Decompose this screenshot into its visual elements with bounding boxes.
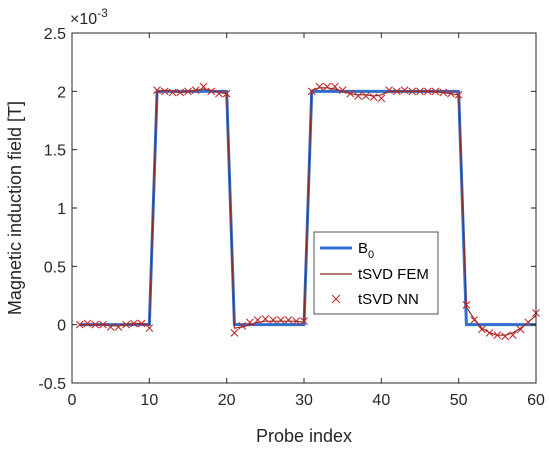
x-tick-label: 60 [527, 392, 545, 409]
y-tick-label: 1 [57, 201, 66, 218]
data-point-tsvd-nn [516, 325, 525, 334]
data-point-tsvd-nn [129, 319, 138, 328]
data-point-tsvd-nn [485, 328, 494, 337]
data-point-tsvd-nn [447, 89, 455, 98]
y-tick-label: 2.5 [44, 26, 66, 43]
data-point-tsvd-nn [331, 82, 339, 91]
data-point-tsvd-nn [222, 89, 231, 98]
data-point-tsvd-nn [338, 86, 347, 95]
x-axis-label: Probe index [256, 426, 352, 446]
data-point-tsvd-nn [416, 87, 424, 96]
data-point-tsvd-nn [508, 331, 517, 340]
data-point-tsvd-nn [114, 323, 123, 331]
data-point-tsvd-nn [354, 92, 363, 100]
data-point-tsvd-nn [315, 82, 324, 91]
data-point-tsvd-nn [253, 316, 262, 324]
y-tick-label: 0.5 [44, 259, 66, 276]
y-tick-label: 0 [57, 318, 66, 335]
data-point-tsvd-nn [400, 86, 409, 95]
y-tick-label: 2 [57, 84, 66, 101]
data-point-tsvd-nn [199, 82, 208, 91]
data-point-tsvd-nn [361, 92, 370, 100]
x-tick-label: 40 [372, 392, 390, 409]
plot-area [72, 33, 536, 383]
data-point-tsvd-nn [377, 94, 386, 103]
data-point-tsvd-nn [454, 90, 463, 99]
data-point-tsvd-nn [238, 321, 247, 330]
x-tick-label: 20 [218, 392, 236, 409]
x-tick-label: 30 [295, 392, 313, 409]
legend: B0 tSVD FEM tSVD NN [313, 231, 439, 315]
x-tick-label: 0 [68, 392, 77, 409]
data-point-tsvd-nn [261, 314, 270, 323]
data-point-tsvd-nn [207, 87, 216, 96]
legend-label-b0-sub: 0 [368, 249, 374, 261]
data-point-tsvd-nn [122, 320, 131, 329]
legend-label-tsvd-fem: tSVD FEM [358, 266, 429, 283]
data-point-tsvd-nn [408, 87, 417, 96]
data-point-tsvd-nn [191, 86, 200, 95]
data-point-tsvd-nn [392, 87, 401, 96]
data-point-tsvd-nn [137, 319, 146, 328]
series-line-tsvd-fem [79, 87, 537, 336]
data-point-tsvd-nn [75, 320, 84, 329]
data-point-tsvd-nn [470, 316, 479, 324]
data-point-tsvd-nn [493, 331, 502, 340]
ticks-layer [71, 32, 537, 384]
data-point-tsvd-nn [431, 87, 440, 96]
data-point-tsvd-nn [276, 316, 285, 324]
series-markers-tsvd-nn [75, 82, 540, 341]
x-tick-label: 10 [140, 392, 158, 409]
data-point-tsvd-nn [106, 323, 115, 331]
legend-swatch-tsvd-nn [331, 294, 341, 304]
data-point-tsvd-nn [462, 300, 471, 309]
data-point-tsvd-nn [292, 317, 301, 326]
x-tick-label: 50 [450, 392, 468, 409]
data-point-tsvd-nn [439, 88, 448, 97]
data-point-tsvd-nn [346, 89, 355, 98]
legend-label-b0: B0 [358, 240, 374, 261]
y-tick-label: -0.5 [38, 376, 66, 393]
data-point-tsvd-nn [245, 318, 254, 327]
y-exponent-label: ×10-3 [70, 6, 108, 28]
data-point-tsvd-nn [215, 89, 223, 98]
data-point-tsvd-nn [385, 86, 393, 95]
y-tick-labels: -0.5 0 0.5 1 1.5 2 2.5 [38, 26, 66, 393]
data-point-tsvd-nn [176, 88, 185, 97]
legend-label-b0-name: B [358, 240, 368, 257]
y-exponent-base: ×10 [70, 11, 97, 28]
data-point-tsvd-nn [423, 87, 432, 96]
data-point-tsvd-nn [369, 93, 378, 102]
data-point-tsvd-nn [168, 88, 177, 97]
data-point-tsvd-nn [269, 316, 277, 324]
data-point-tsvd-nn [300, 317, 308, 326]
series-layer [75, 82, 540, 341]
y-axis-label: Magnetic induction field [T] [5, 101, 25, 315]
data-point-tsvd-nn [307, 87, 316, 96]
x-tick-labels: 0 10 20 30 40 50 60 [68, 392, 545, 409]
y-tick-label: 1.5 [44, 143, 66, 160]
data-point-tsvd-nn [524, 318, 533, 327]
data-point-tsvd-nn [230, 328, 239, 337]
legend-label-tsvd-nn: tSVD NN [358, 291, 419, 308]
data-point-tsvd-nn [284, 316, 293, 324]
data-point-tsvd-nn [184, 87, 192, 96]
data-point-tsvd-nn [83, 319, 92, 328]
data-point-tsvd-nn [99, 320, 107, 329]
data-point-tsvd-nn [91, 320, 100, 329]
y-exponent-power: -3 [97, 6, 108, 20]
data-point-tsvd-nn [145, 324, 154, 333]
data-point-tsvd-nn [153, 86, 161, 95]
data-point-tsvd-nn [160, 87, 169, 96]
data-point-tsvd-nn [501, 332, 509, 341]
data-point-tsvd-nn [477, 325, 486, 334]
data-point-tsvd-nn [323, 82, 332, 91]
